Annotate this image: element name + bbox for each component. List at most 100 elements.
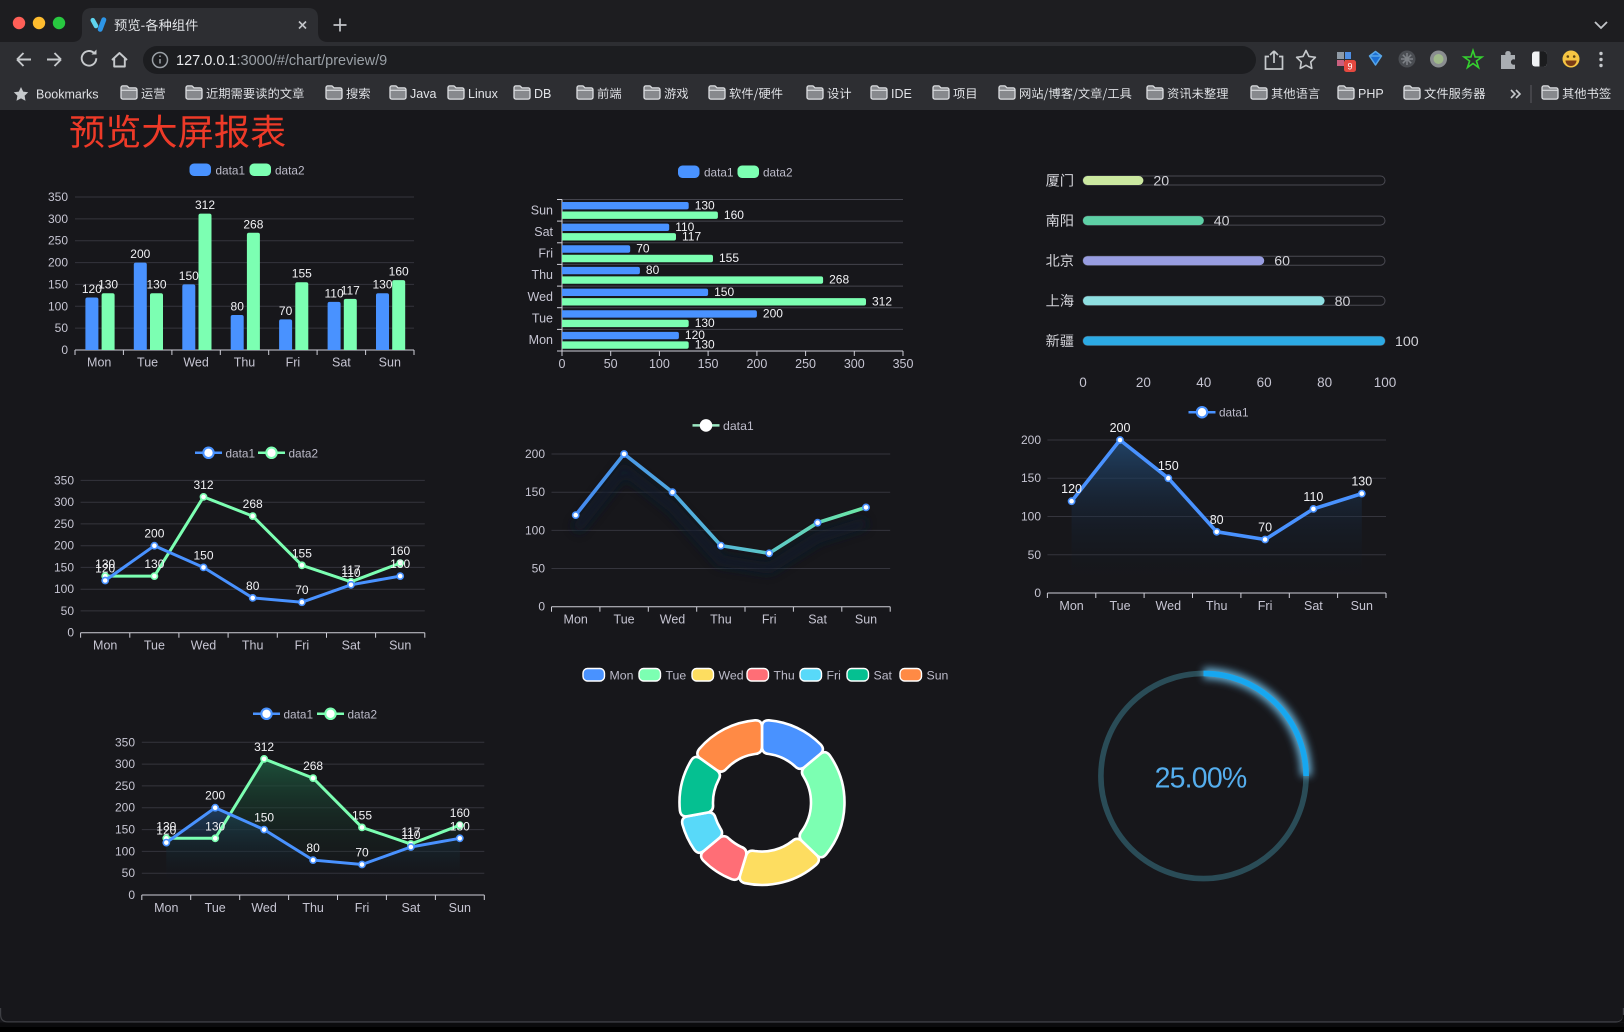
svg-text:200: 200	[115, 801, 135, 815]
svg-text:Tue: Tue	[137, 356, 158, 370]
svg-text:data1: data1	[723, 419, 754, 433]
svg-text:200: 200	[54, 539, 74, 553]
svg-text:Sun: Sun	[531, 203, 553, 217]
svg-text:110: 110	[325, 286, 344, 300]
svg-text:350: 350	[48, 190, 68, 204]
svg-text:150: 150	[698, 357, 719, 371]
svg-text:150: 150	[115, 823, 135, 837]
svg-text:130: 130	[372, 278, 392, 292]
svg-text:data1: data1	[1219, 406, 1249, 420]
svg-text:Wed: Wed	[719, 668, 744, 682]
svg-text:80: 80	[246, 579, 260, 593]
svg-text:200: 200	[144, 527, 164, 541]
svg-text:150: 150	[1158, 459, 1179, 473]
svg-text:0: 0	[128, 888, 135, 902]
svg-text:Sun: Sun	[389, 639, 411, 653]
svg-text:127.0.0.1:3000/#/chart/preview: 127.0.0.1:3000/#/chart/preview/9	[176, 53, 387, 69]
svg-text:20: 20	[1136, 375, 1151, 390]
svg-text:Sat: Sat	[874, 668, 893, 682]
svg-text:100: 100	[1374, 375, 1397, 390]
svg-text:0: 0	[538, 600, 545, 614]
svg-text:25.00%: 25.00%	[1155, 763, 1247, 795]
svg-text:Wed: Wed	[660, 613, 686, 627]
svg-text:130: 130	[695, 338, 715, 352]
svg-text:Wed: Wed	[251, 901, 277, 915]
svg-text:Wed: Wed	[183, 356, 209, 370]
svg-text:160: 160	[390, 544, 410, 558]
svg-text:120: 120	[156, 824, 176, 838]
svg-text:250: 250	[54, 517, 74, 531]
svg-text:300: 300	[844, 357, 865, 371]
svg-text:data1: data1	[216, 163, 246, 177]
svg-text:Linux: Linux	[468, 87, 499, 101]
svg-text:130: 130	[205, 819, 225, 833]
svg-text:150: 150	[179, 269, 199, 283]
svg-text:100: 100	[48, 299, 68, 313]
svg-text:200: 200	[48, 256, 68, 270]
svg-text:160: 160	[389, 265, 409, 279]
svg-text:Mon: Mon	[610, 668, 634, 682]
svg-text:117: 117	[401, 825, 420, 839]
svg-text:20: 20	[1153, 174, 1169, 190]
svg-text:50: 50	[122, 866, 136, 880]
svg-text:312: 312	[195, 198, 215, 212]
svg-text:Sat: Sat	[332, 356, 351, 370]
svg-text:200: 200	[746, 357, 767, 371]
svg-text:110: 110	[341, 566, 360, 580]
svg-text:150: 150	[48, 277, 68, 291]
svg-text:Tue: Tue	[614, 613, 635, 627]
svg-text:80: 80	[306, 841, 320, 855]
svg-text:Fri: Fri	[827, 668, 841, 682]
svg-text:80: 80	[1317, 375, 1332, 390]
svg-text:130: 130	[450, 819, 470, 833]
svg-text:Thu: Thu	[302, 901, 324, 915]
svg-text:300: 300	[48, 212, 68, 226]
svg-text:200: 200	[1021, 433, 1041, 447]
svg-text:150: 150	[1021, 471, 1041, 485]
svg-text:Fri: Fri	[1258, 599, 1273, 613]
svg-text:120: 120	[95, 562, 115, 576]
svg-text:data1: data1	[704, 165, 734, 179]
svg-text:Thu: Thu	[774, 668, 795, 682]
svg-text:data2: data2	[289, 446, 319, 460]
svg-text:0: 0	[1079, 375, 1087, 390]
svg-text:110: 110	[1303, 490, 1323, 504]
svg-text:70: 70	[295, 583, 309, 597]
svg-text:155: 155	[292, 546, 312, 560]
svg-text:268: 268	[243, 217, 263, 231]
svg-text:Mon: Mon	[1059, 599, 1083, 613]
svg-text:Sat: Sat	[342, 639, 361, 653]
svg-text:Tue: Tue	[1109, 599, 1130, 613]
svg-text:300: 300	[115, 757, 135, 771]
svg-text:Thu: Thu	[531, 268, 553, 282]
svg-text:Fri: Fri	[355, 901, 370, 915]
svg-text:117: 117	[682, 229, 701, 243]
svg-text:200: 200	[1110, 421, 1131, 435]
svg-text:130: 130	[390, 557, 410, 571]
svg-text:60: 60	[1257, 375, 1272, 390]
svg-text:0: 0	[67, 626, 74, 640]
svg-text:Tue: Tue	[205, 901, 226, 915]
svg-text:130: 130	[144, 557, 164, 571]
svg-text:40: 40	[1196, 375, 1211, 390]
svg-text:PHP: PHP	[1358, 87, 1384, 101]
svg-text:100: 100	[1021, 510, 1041, 524]
svg-text:Sat: Sat	[534, 225, 553, 239]
svg-text:130: 130	[695, 198, 715, 212]
svg-text:Mon: Mon	[87, 356, 111, 370]
svg-text:200: 200	[130, 247, 150, 261]
svg-text:data1: data1	[284, 707, 314, 721]
svg-text:300: 300	[54, 495, 74, 509]
svg-text:Mon: Mon	[154, 901, 178, 915]
svg-text:130: 130	[695, 316, 715, 330]
svg-text:110: 110	[675, 220, 694, 234]
svg-text:Thu: Thu	[242, 639, 264, 653]
svg-text:200: 200	[525, 447, 545, 461]
svg-text:Thu: Thu	[710, 613, 732, 627]
svg-text:100: 100	[649, 357, 670, 371]
svg-text:Wed: Wed	[528, 290, 554, 304]
svg-text:80: 80	[231, 300, 245, 314]
svg-text:110: 110	[401, 828, 420, 842]
svg-text:250: 250	[115, 779, 135, 793]
svg-text:80: 80	[1335, 294, 1351, 310]
